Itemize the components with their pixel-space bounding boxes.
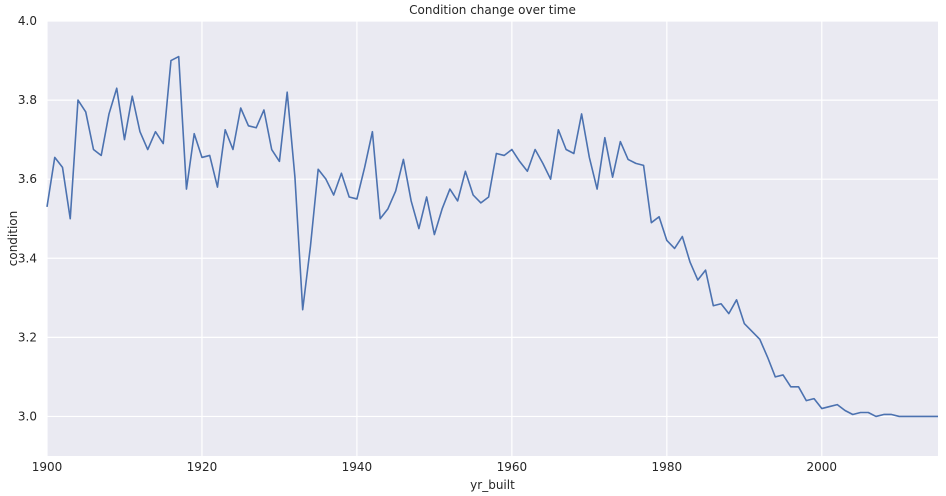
y-axis-title: condition [6, 211, 20, 266]
y-tick-label: 3.6 [18, 172, 37, 186]
y-axis-ticks: 3.0 3.2 3.4 3.6 3.8 4.0 [18, 14, 37, 423]
x-tick-label: 1960 [497, 460, 528, 474]
x-tick-label: 1920 [187, 460, 218, 474]
x-tick-label: 2000 [807, 460, 838, 474]
x-tick-label: 1980 [652, 460, 683, 474]
y-tick-label: 3.8 [18, 93, 37, 107]
x-axis-title: yr_built [470, 478, 515, 492]
y-tick-label: 4.0 [18, 14, 37, 28]
x-tick-label: 1940 [342, 460, 373, 474]
series-group [46, 55, 938, 418]
x-tick-label: 1900 [32, 460, 63, 474]
y-tick-label: 3.2 [18, 330, 37, 344]
x-axis-ticks: 1900 1920 1940 1960 1980 2000 [32, 460, 837, 474]
y-tick-label: 3.0 [18, 409, 37, 423]
chart-title: Condition change over time [409, 3, 576, 17]
series-line [46, 55, 938, 418]
y-tick-label: 3.4 [18, 251, 37, 265]
